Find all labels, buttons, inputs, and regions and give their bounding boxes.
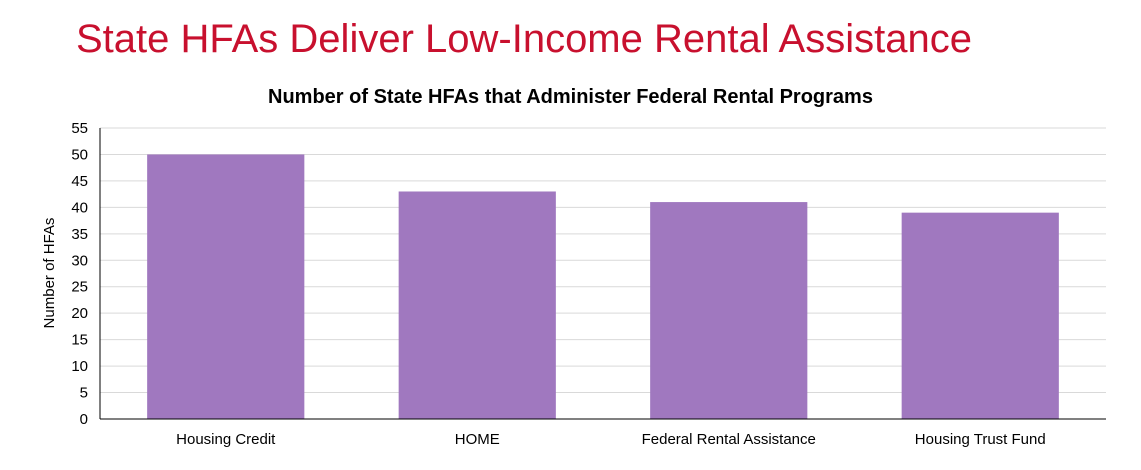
bar-federal-rental-assistance [650,202,808,419]
x-tick-label: Federal Rental Assistance [642,431,816,448]
y-tick-label: 55 [71,120,88,137]
y-tick-label: 5 [80,385,88,402]
y-tick-label: 35 [71,226,88,243]
slide-title: State HFAs Deliver Low-Income Rental Ass… [76,17,972,61]
y-tick-label: 0 [80,411,88,428]
y-tick-label: 20 [71,305,88,322]
y-tick-labels: 0 5 10 15 20 25 30 35 40 45 50 55 [71,120,88,428]
x-tick-labels: Housing Credit HOME Federal Rental Assista… [176,431,1046,448]
bars [147,154,1059,420]
x-tick-label: Housing Trust Fund [915,431,1046,448]
x-tick-label: Housing Credit [176,431,276,448]
y-axis-title: Number of HFAs [41,218,58,329]
y-tick-label: 25 [71,279,88,296]
x-tick-label: HOME [455,431,500,448]
y-tick-label: 40 [71,199,88,216]
y-tick-label: 50 [71,146,88,163]
bar-home [398,191,556,419]
y-tick-label: 15 [71,332,88,349]
axes [99,128,1106,420]
bar-housing-credit [147,154,305,420]
chart-title: Number of State HFAs that Administer Fed… [268,86,873,108]
y-tick-label: 45 [71,173,88,190]
y-tick-label: 10 [71,358,88,375]
y-tick-label: 30 [71,252,88,269]
bar-housing-trust-fund [901,212,1059,419]
